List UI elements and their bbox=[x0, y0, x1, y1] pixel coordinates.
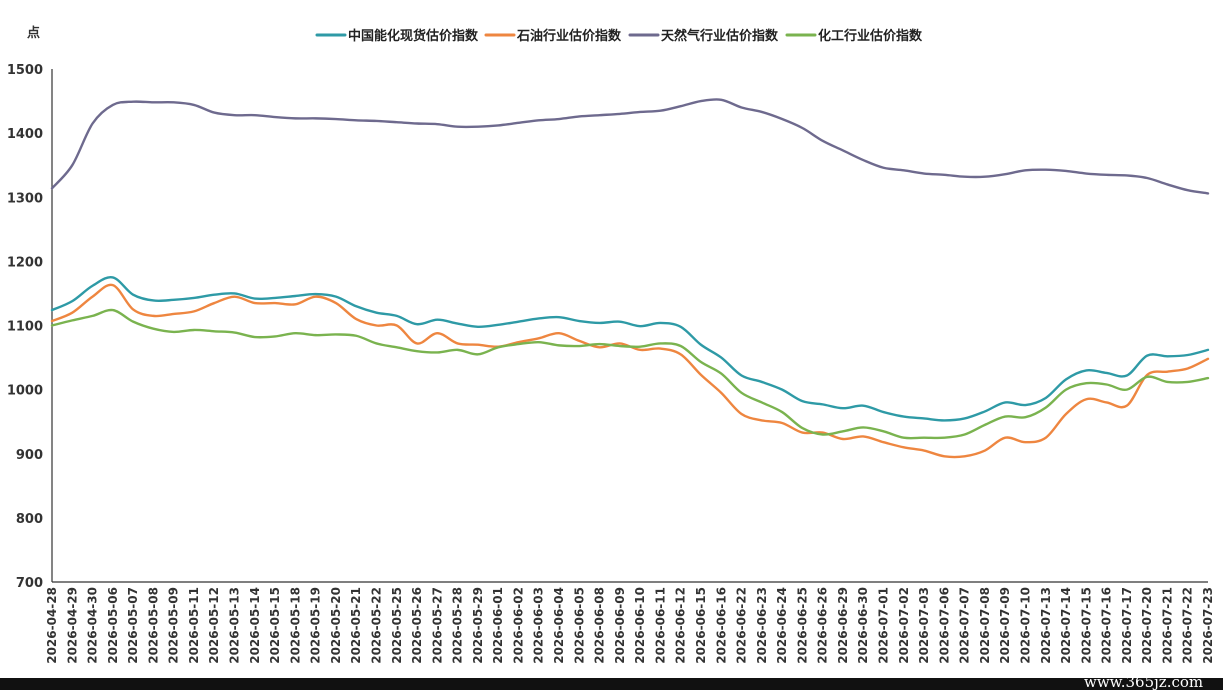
x-tick-label: 2026-05-19 bbox=[309, 587, 323, 664]
x-tick-label: 2026-04-28 bbox=[45, 587, 59, 664]
series-line-4 bbox=[50, 308, 1210, 440]
x-tick-label: 2026-06-08 bbox=[593, 587, 607, 664]
x-tick-label: 2026-07-23 bbox=[1201, 587, 1215, 664]
x-tick-label: 2026-05-08 bbox=[146, 587, 160, 664]
y-axis-ticks: 700 800 900 1000 1100 1200 1300 1400 1500 bbox=[7, 63, 43, 591]
x-tick-label: 2026-07-06 bbox=[937, 587, 951, 664]
x-tick-label: 2026-06-30 bbox=[856, 587, 870, 664]
watermark-graphic: www.365jz.com bbox=[1084, 673, 1203, 690]
x-tick-label: 2026-07-15 bbox=[1079, 587, 1093, 664]
x-tick-label: 2026-07-17 bbox=[1120, 587, 1134, 664]
x-tick-label: 2026-06-15 bbox=[694, 587, 708, 664]
x-tick-label: 2026-05-09 bbox=[167, 587, 181, 664]
x-tick-label: 2026-05-20 bbox=[329, 587, 343, 664]
series-line-1 bbox=[50, 275, 1210, 422]
x-tick-label: 2026-07-21 bbox=[1160, 587, 1174, 664]
y-tick-label: 1500 bbox=[7, 63, 43, 78]
x-tick-label: 2026-06-01 bbox=[491, 587, 505, 664]
x-tick-label: 2026-05-07 bbox=[126, 587, 140, 664]
x-tick-label: 2026-07-20 bbox=[1140, 587, 1154, 664]
y-tick-label: 1300 bbox=[7, 191, 43, 206]
y-tick-label: 1400 bbox=[7, 127, 43, 142]
legend-label-2: 石油行业估价指数 bbox=[516, 28, 622, 44]
y-tick-label: 1000 bbox=[7, 384, 43, 399]
x-tick-label: 2026-06-09 bbox=[613, 587, 627, 664]
x-tick-label: 2026-04-29 bbox=[65, 587, 79, 664]
x-tick-label: 2026-05-14 bbox=[248, 587, 262, 664]
x-tick-label: 2026-06-11 bbox=[653, 587, 667, 664]
x-tick-label: 2026-07-22 bbox=[1181, 587, 1195, 664]
legend-label-4: 化工行业估价指数 bbox=[818, 28, 923, 44]
x-tick-label: 2026-07-10 bbox=[1018, 587, 1032, 664]
x-tick-label: 2026-05-15 bbox=[268, 587, 282, 664]
x-tick-label: 2026-06-23 bbox=[755, 587, 769, 664]
x-tick-label: 2026-06-24 bbox=[775, 587, 789, 664]
watermark: www.365jz.com bbox=[1084, 673, 1203, 690]
x-tick-label: 2026-05-22 bbox=[369, 587, 383, 664]
x-tick-label: 2026-05-13 bbox=[228, 587, 242, 664]
x-tick-label: 2026-07-07 bbox=[958, 587, 972, 664]
legend-label-3: 天然气行业估价指数 bbox=[661, 28, 779, 44]
legend: 中国能化现货估价指数 石油行业估价指数 天然气行业估价指数 化工行业估价指数 bbox=[315, 28, 923, 44]
x-tick-label: 2026-06-16 bbox=[714, 587, 728, 664]
y-tick-label: 1200 bbox=[7, 255, 43, 270]
x-tick-label: 2026-07-01 bbox=[877, 587, 891, 664]
x-tick-label: 2026-05-25 bbox=[390, 587, 404, 664]
x-tick-label: 2026-05-26 bbox=[410, 587, 424, 664]
y-tick-label: 700 bbox=[16, 576, 43, 591]
x-tick-label: 2026-06-22 bbox=[735, 587, 749, 664]
x-tick-label: 2026-06-04 bbox=[552, 587, 566, 664]
x-tick-label: 2026-05-21 bbox=[349, 587, 363, 664]
x-tick-label: 2026-06-05 bbox=[572, 587, 586, 664]
legend-label-1: 中国能化现货估价指数 bbox=[348, 28, 479, 44]
y-tick-label: 1100 bbox=[7, 320, 43, 335]
x-tick-label: 2026-06-29 bbox=[836, 587, 850, 664]
y-tick-label: 800 bbox=[16, 512, 43, 527]
series-line-2 bbox=[50, 283, 1210, 459]
x-axis-ticks: 2026-04-28 2026-04-29 2026-04-30 2026-05-06… bbox=[45, 587, 1215, 664]
x-tick-label: 2026-06-26 bbox=[816, 587, 830, 664]
x-tick-label: 2026-07-08 bbox=[978, 587, 992, 664]
x-tick-label: 2026-05-29 bbox=[471, 587, 485, 664]
x-tick-label: 2026-05-12 bbox=[207, 587, 221, 664]
x-tick-label: 2026-07-14 bbox=[1059, 587, 1073, 664]
x-tick-label: 2026-07-16 bbox=[1100, 587, 1114, 664]
x-tick-label: 2026-07-03 bbox=[917, 587, 931, 664]
x-tick-label: 2026-05-27 bbox=[430, 587, 444, 664]
x-tick-label: 2026-06-12 bbox=[674, 587, 688, 664]
x-tick-label: 2026-07-02 bbox=[897, 587, 911, 664]
x-tick-label: 2026-05-11 bbox=[187, 587, 201, 664]
y-tick-label: 900 bbox=[16, 448, 43, 463]
x-tick-label: 2026-06-10 bbox=[633, 587, 647, 664]
x-tick-label: 2026-05-28 bbox=[451, 587, 465, 664]
x-tick-label: 2026-05-06 bbox=[106, 587, 120, 664]
series-line-3 bbox=[50, 98, 1210, 195]
bottom-band bbox=[0, 678, 1223, 690]
x-tick-label: 2026-06-25 bbox=[795, 587, 809, 664]
x-tick-label: 2026-06-03 bbox=[532, 587, 546, 664]
x-tick-label: 2026-06-02 bbox=[511, 587, 525, 664]
x-tick-label: 2026-05-18 bbox=[288, 587, 302, 664]
x-tick-label: 2026-04-30 bbox=[86, 587, 100, 664]
series-lines bbox=[50, 98, 1210, 459]
x-tick-label: 2026-07-13 bbox=[1039, 587, 1053, 664]
y-axis-unit-label: 点 bbox=[27, 25, 40, 41]
x-tick-label: 2026-07-09 bbox=[998, 587, 1012, 664]
